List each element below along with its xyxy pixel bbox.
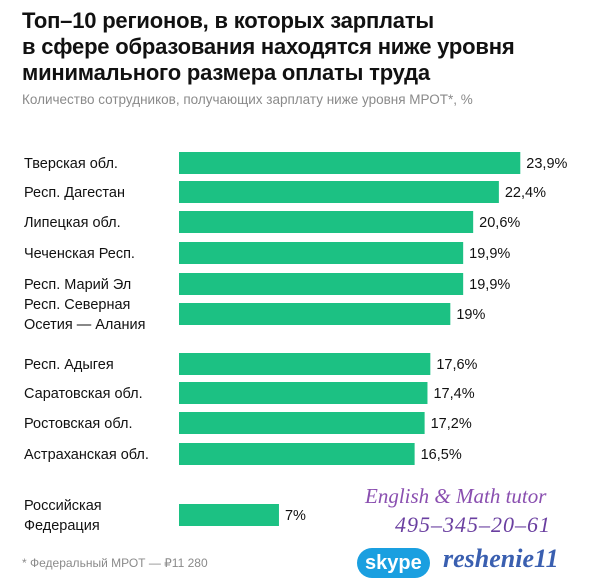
- chart-subtitle: Количество сотрудников, получающих зарпл…: [22, 92, 473, 107]
- value-label: 22,4%: [505, 185, 546, 201]
- value-label: 19,9%: [469, 277, 510, 293]
- bar: [179, 443, 415, 465]
- chart-title: Топ–10 регионов, в которых зарплаты в сф…: [22, 8, 515, 85]
- value-label: 7%: [285, 508, 306, 524]
- value-label: 23,9%: [526, 156, 567, 172]
- value-label: 19,9%: [469, 246, 510, 262]
- value-label: 16,5%: [421, 447, 462, 463]
- category-label: Российская Федерация: [24, 498, 102, 534]
- value-label: 17,6%: [436, 357, 477, 373]
- category-label: Респ. Марий Эл: [24, 277, 131, 293]
- bar: [179, 181, 499, 203]
- bar: [179, 412, 425, 434]
- bar: [179, 152, 521, 174]
- value-label: 17,2%: [431, 416, 472, 432]
- bar: [179, 303, 451, 325]
- bar: [179, 273, 464, 295]
- watermark-handle: reshenie11: [443, 544, 559, 573]
- skype-logo: skype: [357, 548, 430, 578]
- bar: [179, 242, 464, 264]
- watermark-line-1: English & Math tutor: [365, 484, 547, 508]
- category-label: Липецкая обл.: [24, 215, 121, 231]
- value-label: 19%: [456, 307, 485, 323]
- bar: [179, 211, 474, 233]
- category-label: Чеченская Респ.: [24, 246, 135, 262]
- category-label: Ростовская обл.: [24, 416, 133, 432]
- bar: [179, 353, 431, 375]
- footnote: * Федеральный МРОТ — ₽11 280: [22, 556, 208, 570]
- bar: [179, 504, 279, 526]
- value-label: 17,4%: [433, 386, 474, 402]
- category-label: Саратовская обл.: [24, 386, 143, 402]
- tutor-watermark: English & Math tutor 495–345–20–61 skype…: [355, 484, 600, 584]
- category-label: Респ. Адыгея: [24, 357, 114, 373]
- category-label: Тверская обл.: [24, 156, 118, 172]
- value-label: 20,6%: [479, 215, 520, 231]
- category-label: Респ. Дагестан: [24, 185, 125, 201]
- bar: [179, 382, 428, 404]
- category-label: Респ. Северная Осетия — Алания: [24, 297, 145, 333]
- category-label: Астраханская обл.: [24, 447, 149, 463]
- watermark-phone: 495–345–20–61: [395, 512, 551, 537]
